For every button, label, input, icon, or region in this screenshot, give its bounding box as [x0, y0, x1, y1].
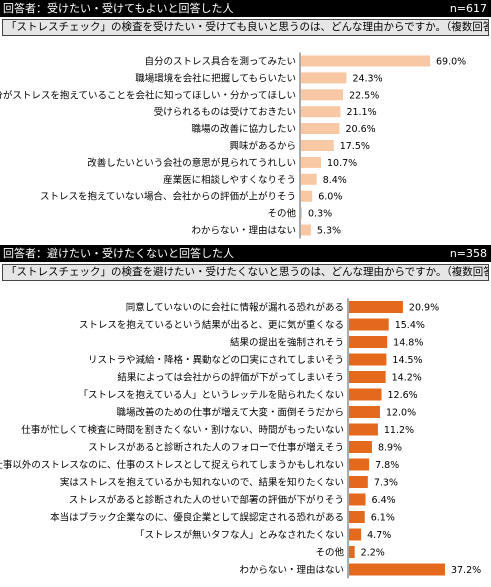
value-label: 10.7%: [327, 158, 357, 169]
value-label: 8.9%: [378, 443, 402, 454]
bar: [349, 301, 403, 313]
category-label: 本当はブラック企業なのに、優良企業として誤認定される恐れがある: [50, 512, 344, 524]
bar: [349, 353, 387, 366]
value-label: 5.3%: [317, 226, 341, 237]
bar: [349, 423, 378, 436]
category-label: 「ストレスを抱えている人」というレッテルを貼られたくない: [78, 389, 344, 401]
value-label: 14.5%: [392, 355, 422, 366]
bar: [349, 511, 365, 523]
category-label: リストラや減給・降格・異動などの口実にされてしまいそう: [88, 354, 344, 366]
category-label: 職場の改善に協力したい: [191, 123, 296, 135]
value-label: 22.5%: [349, 90, 379, 101]
bar: [301, 224, 311, 236]
category-label: 産業医に相談しやすくなりそう: [163, 174, 296, 186]
category-label: 「ストレスが無いタフな人」とみなされたくない: [135, 529, 344, 541]
category-label: 受けられるものは受けておきたい: [154, 106, 296, 118]
bar: [301, 106, 341, 118]
bar: [349, 563, 445, 576]
bar: [301, 173, 317, 185]
category-label: 興味があるから: [229, 140, 296, 152]
bar: [301, 55, 431, 67]
chart-1: 自分のストレス具合を測ってみたい 69.0% 職場環境を会社に把握してもらいたい 24…: [0, 52, 466, 239]
value-label: 6.1%: [371, 513, 395, 524]
category-label: 自分がストレスを抱えていることを会社に知ってほしい・分かってほしい: [0, 89, 296, 101]
category-label: 職場環境を会社に把握してもらいたい: [135, 72, 296, 84]
section-1-question: 「ストレスチェック」の検査を受けたい・受けても良いと思うのは、どんな理由からです…: [2, 19, 489, 36]
value-label: 11.2%: [384, 425, 414, 436]
category-label: 職場改善のための仕事が増えて大変・面倒そうだから: [116, 407, 344, 419]
category-label: 自分のストレス具合を測ってみたい: [144, 56, 296, 68]
category-label: ストレスを抱えていない場合、会社からの評価が上がりそう: [40, 191, 296, 203]
section-2-question: 「ストレスチェック」の検査を避けたい・受けたくないと思うのは、どんな理由からです…: [2, 264, 489, 281]
value-label: 20.9%: [409, 303, 439, 314]
value-label: 17.5%: [340, 141, 370, 152]
bar: [349, 388, 382, 401]
bar: [301, 123, 340, 135]
section-1-header: 回答者：受けたい・受けてもよいと回答した人 n=617: [0, 0, 491, 17]
bar: [349, 493, 366, 506]
bar: [349, 371, 386, 383]
value-label: 4.7%: [367, 530, 391, 541]
value-label: 14.8%: [393, 338, 423, 349]
bar: [349, 476, 368, 488]
value-label: 20.6%: [346, 124, 376, 135]
value-label: 15.4%: [395, 320, 425, 331]
value-label: 2.2%: [361, 548, 385, 559]
category-label: 実はストレスを抱えているかも知れないので、結果を知りたくない: [60, 477, 344, 489]
category-label: 仕事が忙しくて検査に時間を割きたくない・割けない、時間がもったいない: [21, 424, 344, 436]
category-label: 仕事以外のストレスなのに、仕事のストレスとして捉えられてしまうかもしれない: [0, 459, 344, 471]
value-label: 24.3%: [352, 73, 382, 84]
value-label: 8.4%: [323, 175, 347, 186]
category-label: ストレスがあると診断された人のフォローで仕事が増えそう: [88, 442, 344, 454]
bar: [301, 156, 322, 168]
value-label: 37.2%: [451, 565, 481, 576]
bar: [349, 528, 362, 541]
value-label: 69.0%: [436, 57, 466, 68]
bar: [349, 336, 388, 348]
bar: [349, 441, 372, 453]
category-label: 同意していないのに会社に情報が漏れる恐れがある: [126, 302, 344, 314]
section-2-respondent-label: 回答者：避けたい・受けたくないと回答した人: [3, 247, 234, 260]
section-1-respondent-label: 回答者：受けたい・受けてもよいと回答した人: [3, 2, 234, 15]
bar: [349, 406, 380, 418]
bar: [349, 546, 355, 558]
chart-2: 同意していないのに会社に情報が漏れる恐れがある 20.9% ストレスを抱えているとい…: [0, 298, 481, 579]
category-label: わからない・理由はない: [239, 564, 344, 576]
value-label: 7.3%: [374, 478, 398, 489]
category-label: 改善したいという会社の意思が見られてうれしい: [87, 157, 296, 169]
section-2-sample-size: n=358: [449, 247, 487, 260]
bar: [301, 140, 334, 151]
value-label: 6.4%: [372, 495, 396, 506]
category-label: ストレスを抱えているという結果が出ると、更に気が重くなる: [79, 319, 344, 331]
bar: [301, 72, 347, 84]
value-label: 12.0%: [386, 408, 416, 419]
value-label: 12.6%: [388, 390, 418, 401]
bar: [301, 207, 302, 219]
value-label: 7.8%: [375, 460, 399, 471]
bar: [349, 458, 370, 471]
section-1-sample-size: n=617: [449, 2, 487, 15]
bar: [301, 190, 313, 202]
bar: [301, 89, 344, 101]
category-label: その他: [267, 208, 296, 220]
category-label: 結果によっては会社からの評価が下がってしまいそう: [117, 372, 344, 384]
value-label: 0.3%: [308, 209, 332, 220]
section-2-header: 回答者：避けたい・受けたくないと回答した人 n=358: [0, 245, 491, 262]
bar: [349, 318, 389, 331]
category-label: わからない・理由はない: [191, 225, 296, 237]
value-label: 21.1%: [346, 107, 376, 118]
value-label: 14.2%: [392, 373, 422, 384]
category-label: 結果の提出を強制されそう: [230, 337, 344, 349]
category-label: ストレスがあると診断された人のせいで部署の評価が下がりそう: [69, 494, 344, 506]
category-label: その他: [315, 547, 344, 559]
value-label: 6.0%: [318, 192, 342, 203]
